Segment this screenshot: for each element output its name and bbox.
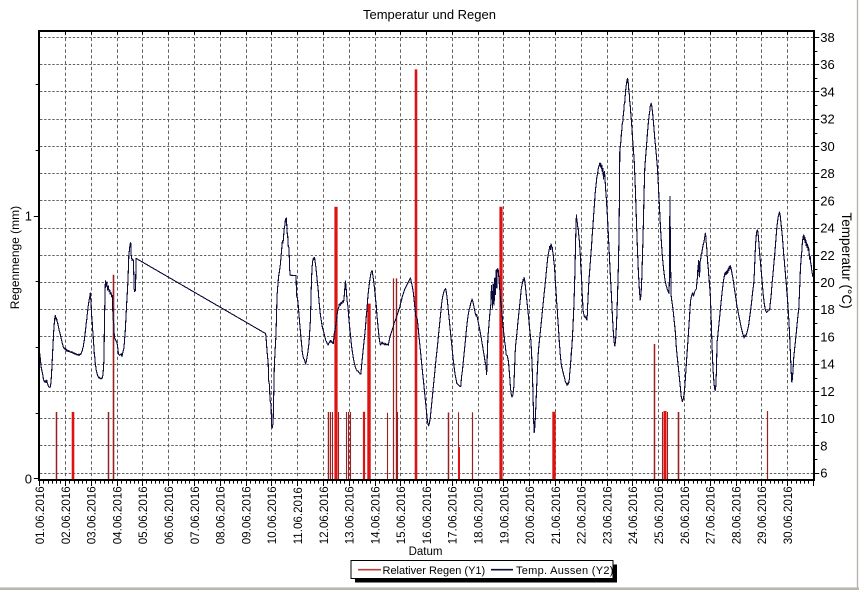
- svg-text:16.06.2016: 16.06.2016: [421, 486, 434, 544]
- svg-text:05.06.2016: 05.06.2016: [137, 486, 150, 544]
- svg-text:26.06.2016: 26.06.2016: [679, 486, 692, 544]
- svg-text:03.06.2016: 03.06.2016: [86, 486, 99, 544]
- svg-text:14.06.2016: 14.06.2016: [369, 486, 382, 544]
- svg-text:20.06.2016: 20.06.2016: [524, 486, 537, 544]
- svg-text:07.06.2016: 07.06.2016: [189, 486, 202, 544]
- svg-text:Temp. Aussen (Y2): Temp. Aussen (Y2): [516, 565, 614, 577]
- svg-text:16: 16: [820, 330, 834, 345]
- svg-text:Temperatur (°C): Temperatur (°C): [839, 213, 854, 309]
- svg-text:Datum: Datum: [409, 546, 443, 558]
- svg-text:01.06.2016: 01.06.2016: [34, 486, 47, 544]
- svg-text:6: 6: [820, 466, 827, 481]
- svg-text:08.06.2016: 08.06.2016: [215, 486, 228, 544]
- svg-text:13.06.2016: 13.06.2016: [344, 486, 357, 544]
- svg-text:22.06.2016: 22.06.2016: [576, 486, 589, 544]
- svg-text:29.06.2016: 29.06.2016: [756, 486, 769, 544]
- svg-text:20: 20: [820, 275, 834, 290]
- svg-text:12.06.2016: 12.06.2016: [318, 486, 331, 544]
- svg-text:Regenmenge (mm): Regenmenge (mm): [8, 206, 22, 309]
- svg-text:10.06.2016: 10.06.2016: [266, 486, 279, 544]
- svg-text:04.06.2016: 04.06.2016: [112, 486, 125, 544]
- svg-text:18.06.2016: 18.06.2016: [473, 486, 486, 544]
- svg-text:0: 0: [25, 472, 32, 487]
- svg-text:30: 30: [820, 139, 834, 154]
- svg-text:15.06.2016: 15.06.2016: [395, 486, 408, 544]
- svg-text:38: 38: [820, 30, 834, 45]
- svg-text:17.06.2016: 17.06.2016: [447, 486, 460, 544]
- svg-text:18: 18: [820, 302, 834, 317]
- svg-text:8: 8: [820, 439, 827, 454]
- svg-text:34: 34: [820, 84, 834, 99]
- svg-text:25.06.2016: 25.06.2016: [653, 486, 666, 544]
- svg-text:24.06.2016: 24.06.2016: [627, 486, 640, 544]
- svg-text:06.06.2016: 06.06.2016: [163, 486, 176, 544]
- svg-text:11.06.2016: 11.06.2016: [292, 487, 305, 544]
- svg-text:21.06.2016: 21.06.2016: [550, 486, 563, 544]
- svg-text:02.06.2016: 02.06.2016: [60, 486, 73, 544]
- svg-text:28.06.2016: 28.06.2016: [730, 486, 743, 544]
- svg-text:30.06.2016: 30.06.2016: [782, 486, 795, 544]
- svg-text:19.06.2016: 19.06.2016: [498, 486, 511, 544]
- svg-text:36: 36: [820, 57, 834, 72]
- svg-text:22: 22: [820, 248, 834, 263]
- svg-text:32: 32: [820, 112, 834, 127]
- svg-text:27.06.2016: 27.06.2016: [705, 486, 718, 544]
- svg-text:26: 26: [820, 193, 834, 208]
- svg-text:24: 24: [820, 221, 834, 236]
- svg-text:10: 10: [820, 411, 834, 426]
- svg-text:12: 12: [820, 384, 834, 399]
- svg-text:Relativer Regen (Y1): Relativer Regen (Y1): [383, 565, 486, 577]
- svg-text:28: 28: [820, 166, 834, 181]
- svg-text:23.06.2016: 23.06.2016: [601, 486, 614, 544]
- svg-text:14: 14: [820, 357, 834, 372]
- svg-text:Temperatur und Regen: Temperatur und Regen: [363, 7, 496, 22]
- svg-text:09.06.2016: 09.06.2016: [240, 486, 253, 544]
- svg-text:1: 1: [25, 209, 32, 224]
